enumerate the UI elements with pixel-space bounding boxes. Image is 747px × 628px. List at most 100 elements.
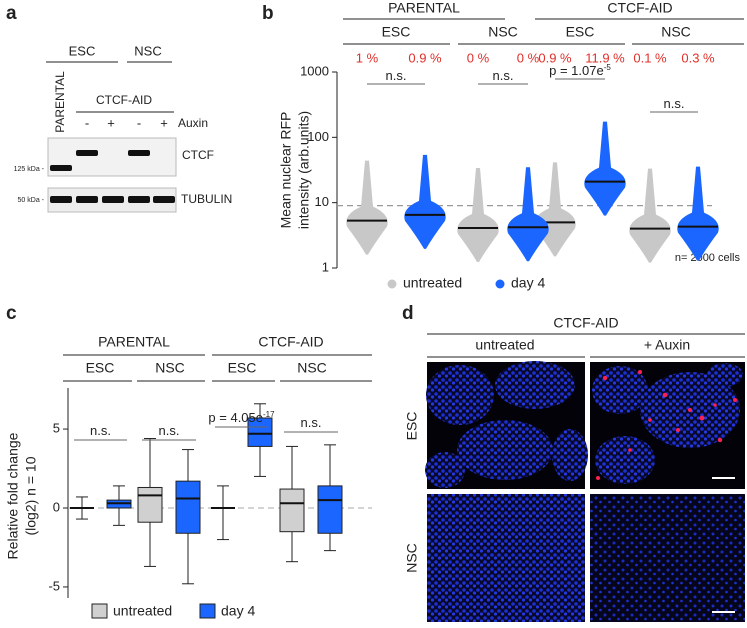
marker-label: 50 kDa - bbox=[18, 197, 45, 204]
column-label: + Auxin bbox=[644, 337, 690, 353]
box bbox=[175, 480, 201, 534]
microscopy-title: CTCF-AID bbox=[553, 315, 618, 331]
treatment-label: Auxin bbox=[178, 116, 208, 130]
box bbox=[317, 485, 343, 534]
annotation-text: p = 4.05e bbox=[208, 410, 263, 425]
annotation: n.s. bbox=[664, 96, 685, 111]
colony bbox=[426, 365, 494, 425]
auxin-sign: + bbox=[107, 115, 115, 130]
band bbox=[76, 150, 98, 156]
panel-label: a bbox=[6, 3, 17, 24]
panel-label: b bbox=[262, 3, 274, 24]
subgroup-label: NSC bbox=[661, 24, 691, 40]
band bbox=[128, 196, 150, 203]
swarm bbox=[584, 121, 626, 216]
percent-label: 0.1 % bbox=[633, 50, 667, 65]
legend-marker bbox=[495, 279, 505, 289]
band bbox=[128, 150, 150, 156]
subgroup-label: ESC bbox=[382, 24, 411, 40]
annotation-superscript: -5 bbox=[604, 63, 612, 72]
subgroup-label: NSC bbox=[488, 24, 518, 40]
annotation: n.s. bbox=[159, 423, 180, 438]
annotation: p = 1.07e-5 bbox=[549, 63, 611, 79]
colony bbox=[595, 436, 655, 484]
microscopy: CTCF-AID untreated + Auxin ESC NSC bbox=[404, 315, 745, 622]
cell-type: NSC bbox=[134, 43, 161, 58]
swarm bbox=[346, 160, 388, 255]
note: n= 2000 cells bbox=[675, 252, 741, 264]
legend-label: day 4 bbox=[511, 275, 545, 291]
auxin-sign: - bbox=[137, 115, 141, 130]
box bbox=[279, 488, 305, 533]
annotation: n.s. bbox=[493, 68, 514, 83]
annotation-text: n.s. bbox=[493, 68, 514, 83]
colony bbox=[707, 363, 743, 387]
y-tick-label: 0 bbox=[53, 499, 60, 514]
y-axis-label: Mean nuclear RFP bbox=[278, 112, 294, 229]
group-label: PARENTAL bbox=[98, 334, 170, 350]
annotation-text: n.s. bbox=[664, 96, 685, 111]
protein-label: TUBULIN bbox=[181, 192, 232, 206]
y-tick-label: 5 bbox=[53, 420, 60, 435]
legend-label: day 4 bbox=[221, 603, 255, 619]
percent-label: 0 % bbox=[517, 50, 540, 65]
annotation: n.s. bbox=[386, 68, 407, 83]
colony bbox=[552, 429, 588, 481]
annotation-text: p = 1.07e bbox=[549, 63, 604, 78]
box bbox=[137, 486, 163, 523]
row-label: ESC bbox=[404, 412, 420, 441]
y-axis-label: (log2) n = 10 bbox=[23, 456, 39, 535]
legend-marker bbox=[387, 279, 397, 289]
subgroup-label: ESC bbox=[566, 24, 595, 40]
y-tick-label: 10 bbox=[315, 194, 329, 209]
swarm bbox=[629, 168, 671, 263]
band bbox=[50, 196, 72, 203]
percent-label: 11.9 % bbox=[585, 50, 625, 65]
annotation: n.s. bbox=[301, 415, 322, 430]
y-tick-label: -5 bbox=[48, 578, 60, 593]
group-label: CTCF-AID bbox=[258, 334, 323, 350]
column-label: untreated bbox=[475, 337, 534, 353]
subgroup-label: ESC bbox=[86, 360, 115, 376]
y-tick-label: 100 bbox=[307, 129, 329, 144]
subgroup-label: NSC bbox=[155, 360, 185, 376]
line-label: CTCF-AID bbox=[96, 93, 152, 107]
swarm bbox=[507, 167, 549, 262]
colony bbox=[425, 452, 465, 488]
annotation-superscript: -17 bbox=[263, 410, 275, 419]
red-foci bbox=[596, 370, 737, 480]
panel-label: c bbox=[6, 303, 17, 324]
y-axis-label: Relative fold change bbox=[5, 432, 21, 559]
legend-label: untreated bbox=[403, 275, 462, 291]
y-axis-label: intensity (arb.units) bbox=[296, 111, 312, 229]
swarm bbox=[457, 167, 499, 262]
marker-label: 125 kDa - bbox=[14, 166, 45, 173]
auxin-sign: - bbox=[85, 115, 89, 130]
line-label: PARENTAL bbox=[53, 71, 67, 133]
annotation-text: n.s. bbox=[159, 423, 180, 438]
percent-label: 0.9 % bbox=[408, 50, 442, 65]
annotation-text: n.s. bbox=[386, 68, 407, 83]
swarm bbox=[677, 166, 719, 261]
row-label: NSC bbox=[404, 543, 420, 573]
panel-label: d bbox=[402, 303, 414, 324]
annotation-text: n.s. bbox=[301, 415, 322, 430]
western-blot: ESC NSC PARENTAL CTCF-AID - + - + Auxin … bbox=[14, 43, 232, 213]
annotation: p = 4.05e-17 bbox=[208, 410, 275, 426]
colony bbox=[457, 420, 553, 480]
cell-type: ESC bbox=[69, 43, 96, 58]
legend-marker bbox=[199, 603, 216, 619]
legend-marker bbox=[91, 603, 108, 619]
y-tick-label: 1 bbox=[322, 259, 329, 274]
band bbox=[76, 196, 98, 203]
band bbox=[102, 196, 124, 203]
group-label: CTCF-AID bbox=[607, 0, 672, 16]
band bbox=[153, 196, 175, 203]
colony bbox=[495, 361, 575, 409]
percent-label: 0.3 % bbox=[681, 50, 715, 65]
image bbox=[590, 494, 745, 622]
band bbox=[50, 165, 72, 171]
percent-label: 0.9 % bbox=[538, 50, 572, 65]
auxin-sign: + bbox=[160, 115, 168, 130]
